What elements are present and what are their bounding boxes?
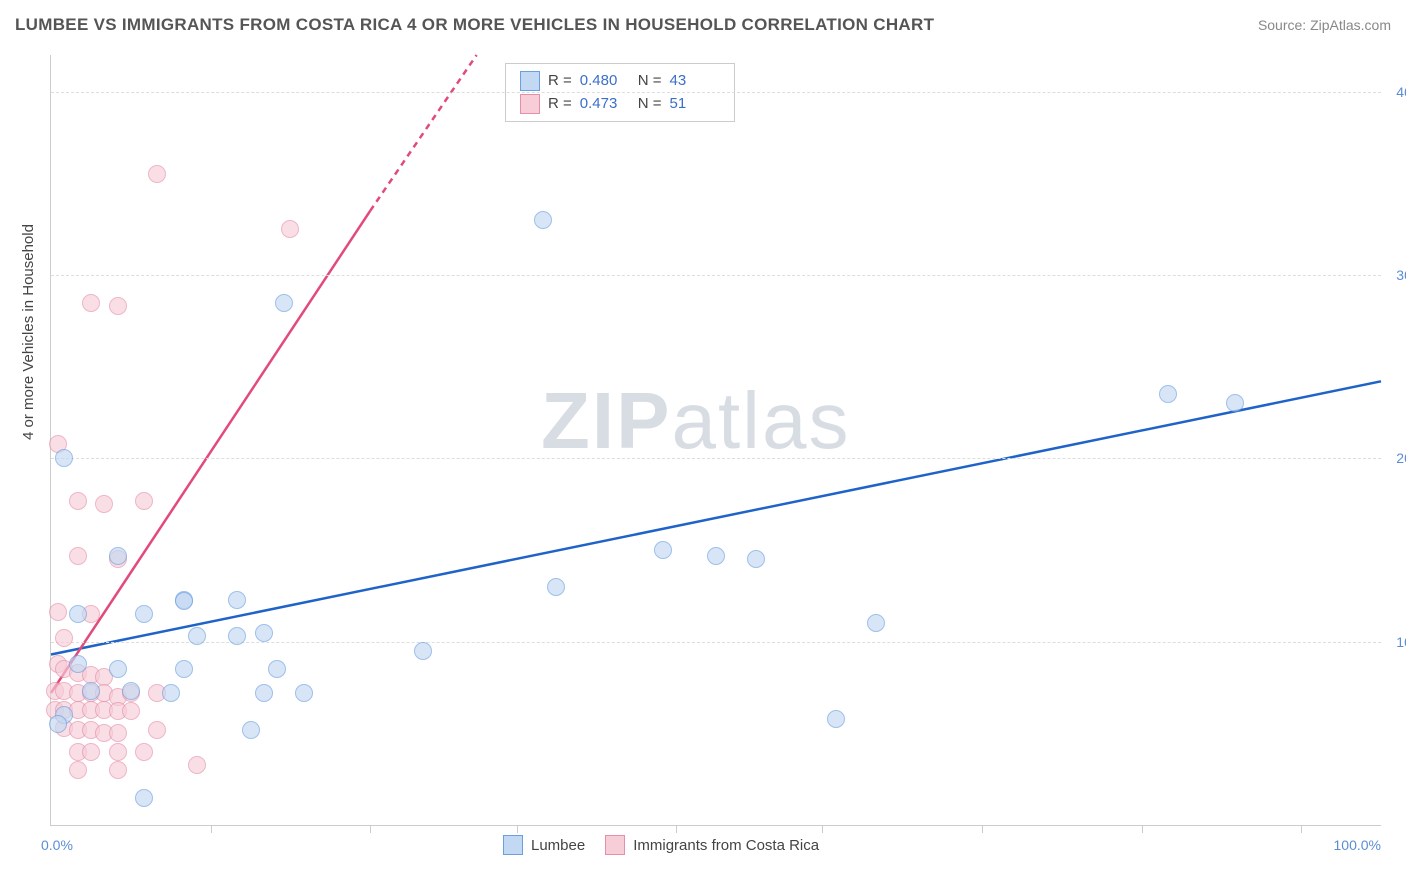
- scatter-point-series1: [188, 627, 206, 645]
- swatch-series1-icon: [520, 71, 540, 91]
- scatter-point-series2: [82, 743, 100, 761]
- n-value: 43: [670, 70, 720, 93]
- scatter-point-series1: [109, 660, 127, 678]
- n-value: 51: [670, 93, 720, 116]
- scatter-point-series2: [69, 761, 87, 779]
- x-axis-start-label: 0.0%: [41, 837, 73, 853]
- x-tick: [370, 825, 371, 833]
- scatter-point-series1: [275, 294, 293, 312]
- regression-lines: [51, 55, 1381, 825]
- scatter-point-series1: [1226, 394, 1244, 412]
- scatter-point-series1: [295, 684, 313, 702]
- scatter-point-series2: [95, 495, 113, 513]
- scatter-point-series1: [109, 547, 127, 565]
- scatter-point-series1: [867, 614, 885, 632]
- scatter-point-series1: [122, 682, 140, 700]
- x-tick: [982, 825, 983, 833]
- scatter-point-series1: [135, 605, 153, 623]
- plot-area: ZIPatlas R = 0.480 N = 43 R = 0.473 N = …: [50, 55, 1381, 826]
- scatter-point-series2: [109, 743, 127, 761]
- y-tick-label: 40.0%: [1396, 84, 1406, 100]
- swatch-series2-icon: [605, 835, 625, 855]
- scatter-point-series1: [69, 605, 87, 623]
- stats-row-1: R = 0.480 N = 43: [520, 70, 720, 93]
- scatter-point-series2: [135, 743, 153, 761]
- scatter-point-series2: [82, 294, 100, 312]
- scatter-point-series2: [109, 297, 127, 315]
- chart-header: LUMBEE VS IMMIGRANTS FROM COSTA RICA 4 O…: [15, 15, 1391, 35]
- scatter-point-series2: [148, 165, 166, 183]
- scatter-point-series1: [55, 449, 73, 467]
- scatter-point-series1: [82, 682, 100, 700]
- r-label: R =: [548, 70, 572, 93]
- r-label: R =: [548, 93, 572, 116]
- scatter-point-series1: [827, 710, 845, 728]
- x-tick: [517, 825, 518, 833]
- scatter-point-series1: [228, 627, 246, 645]
- scatter-point-series1: [414, 642, 432, 660]
- x-tick: [1301, 825, 1302, 833]
- source-label: Source: ZipAtlas.com: [1258, 17, 1391, 33]
- swatch-series1-icon: [503, 835, 523, 855]
- scatter-point-series2: [109, 761, 127, 779]
- scatter-point-series1: [175, 660, 193, 678]
- n-label: N =: [638, 70, 662, 93]
- scatter-point-series1: [135, 789, 153, 807]
- scatter-point-series2: [135, 492, 153, 510]
- y-tick-label: 20.0%: [1396, 450, 1406, 466]
- y-axis-title: 4 or more Vehicles in Household: [20, 224, 37, 440]
- x-tick: [211, 825, 212, 833]
- scatter-point-series1: [547, 578, 565, 596]
- legend-label: Immigrants from Costa Rica: [633, 837, 819, 854]
- scatter-point-series1: [242, 721, 260, 739]
- legend-item-series1: Lumbee: [503, 835, 585, 855]
- scatter-point-series1: [255, 624, 273, 642]
- scatter-point-series1: [255, 684, 273, 702]
- r-value: 0.480: [580, 70, 630, 93]
- scatter-point-series1: [69, 655, 87, 673]
- x-tick: [676, 825, 677, 833]
- scatter-point-series1: [654, 541, 672, 559]
- gridline: [51, 275, 1381, 276]
- regression-line: [370, 55, 476, 211]
- r-value: 0.473: [580, 93, 630, 116]
- scatter-point-series1: [268, 660, 286, 678]
- n-label: N =: [638, 93, 662, 116]
- scatter-point-series1: [534, 211, 552, 229]
- gridline: [51, 458, 1381, 459]
- scatter-point-series1: [1159, 385, 1177, 403]
- scatter-point-series1: [175, 592, 193, 610]
- gridline: [51, 642, 1381, 643]
- y-tick-label: 10.0%: [1396, 634, 1406, 650]
- scatter-point-series2: [148, 721, 166, 739]
- scatter-point-series1: [707, 547, 725, 565]
- legend-item-series2: Immigrants from Costa Rica: [605, 835, 819, 855]
- y-tick-label: 30.0%: [1396, 267, 1406, 283]
- regression-line: [51, 381, 1381, 654]
- scatter-point-series1: [49, 715, 67, 733]
- scatter-point-series2: [55, 629, 73, 647]
- scatter-point-series2: [281, 220, 299, 238]
- scatter-point-series1: [228, 591, 246, 609]
- scatter-point-series2: [69, 547, 87, 565]
- scatter-point-series1: [162, 684, 180, 702]
- scatter-point-series2: [109, 724, 127, 742]
- scatter-point-series2: [49, 603, 67, 621]
- bottom-legend: Lumbee Immigrants from Costa Rica: [503, 835, 819, 855]
- x-tick: [1142, 825, 1143, 833]
- scatter-point-series1: [747, 550, 765, 568]
- chart-title: LUMBEE VS IMMIGRANTS FROM COSTA RICA 4 O…: [15, 15, 934, 35]
- scatter-point-series2: [122, 702, 140, 720]
- stats-row-2: R = 0.473 N = 51: [520, 93, 720, 116]
- scatter-point-series2: [69, 492, 87, 510]
- legend-label: Lumbee: [531, 837, 585, 854]
- gridline: [51, 92, 1381, 93]
- x-tick: [822, 825, 823, 833]
- scatter-point-series2: [188, 756, 206, 774]
- swatch-series2-icon: [520, 94, 540, 114]
- x-axis-end-label: 100.0%: [1334, 837, 1381, 853]
